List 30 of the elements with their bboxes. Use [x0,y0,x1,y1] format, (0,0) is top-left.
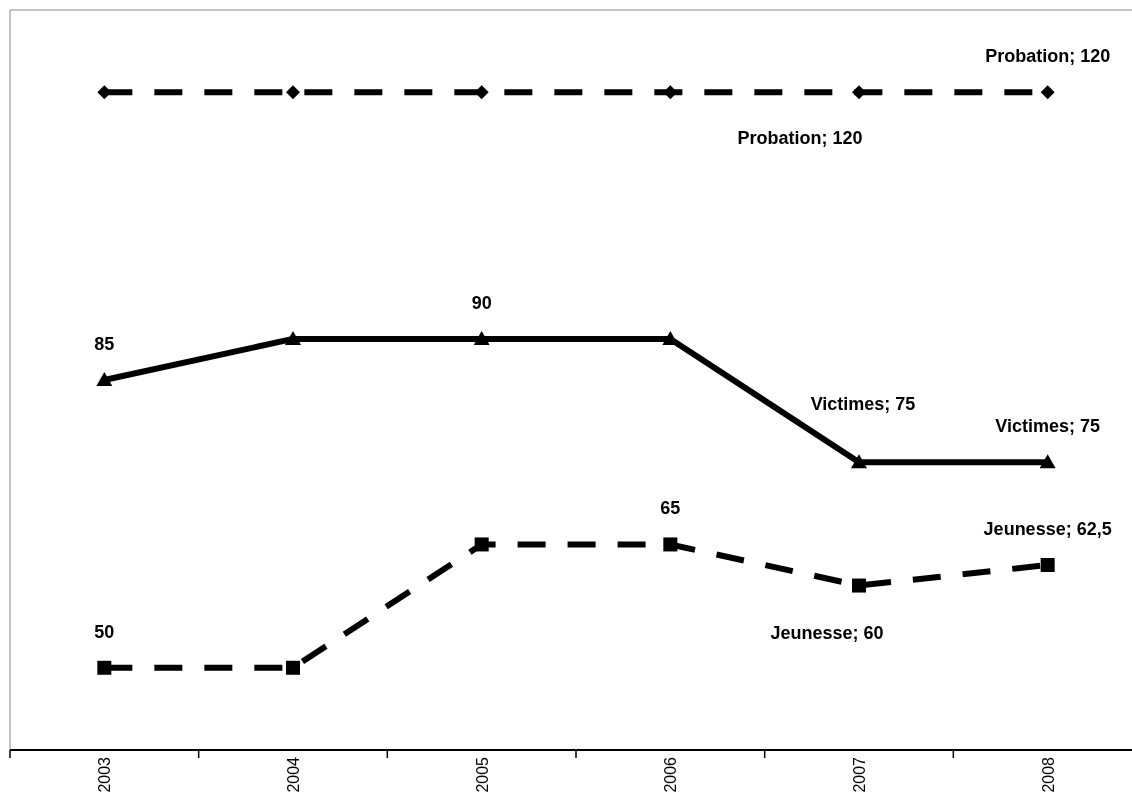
data-label: Jeunesse; 60 [770,622,884,643]
data-label: Probation; 120 [985,46,1111,67]
point [852,578,866,593]
data-label: 85 [94,334,115,354]
point [1040,558,1055,572]
x-tick-label: 2003 [96,756,114,793]
point [285,330,301,345]
data-label: 90 [471,292,492,313]
x-tick-label: 2004 [285,756,302,793]
x-tick-label: 2008 [1039,756,1057,793]
x-tick-label: 2005 [473,756,491,793]
data-label: Victimes; 75 [810,394,916,415]
x-tick-label: 2006 [662,756,680,793]
point [97,660,112,675]
point [1040,85,1055,100]
point [286,660,300,675]
data-label: 50 [94,621,115,642]
data-label: Jeunesse; 62,5 [983,519,1112,539]
point [851,454,867,469]
point [96,372,113,386]
data-label: Victimes; 75 [995,416,1101,437]
data-label: Probation; 120 [737,128,863,149]
point [1039,454,1056,469]
point [663,537,678,552]
data-label: 65 [660,498,681,519]
x-tick-label: 2007 [851,756,868,793]
point [473,330,490,345]
point [852,85,866,100]
point [286,85,300,100]
point [474,537,489,552]
